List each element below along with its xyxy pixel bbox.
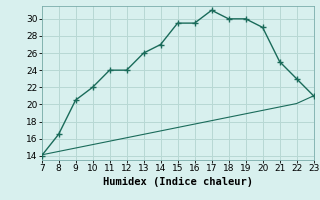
X-axis label: Humidex (Indice chaleur): Humidex (Indice chaleur) (103, 177, 252, 187)
